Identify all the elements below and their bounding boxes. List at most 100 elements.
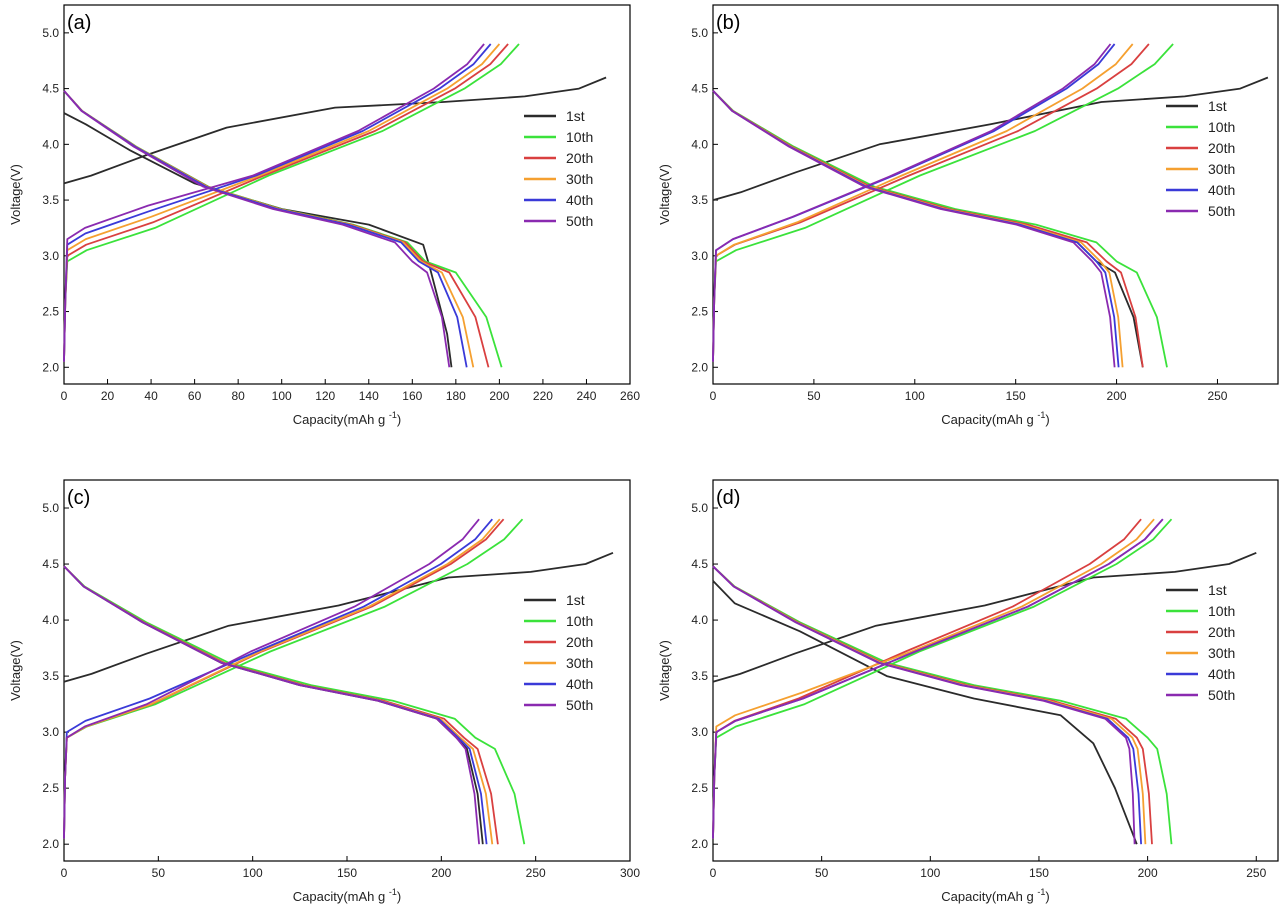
x-tick-label: 250 xyxy=(1246,866,1266,880)
series-1st-charge-line xyxy=(63,551,614,683)
legend-label-1st: 1st xyxy=(1208,582,1227,598)
y-tick-label: 4.0 xyxy=(42,613,59,627)
y-tick-label: 3.5 xyxy=(42,669,59,683)
panel-a: 0 20 40 60 80 100 120 140 160 180 200 220 240 260 2.0 2… xyxy=(8,4,640,427)
legend-label-30th: 30th xyxy=(566,655,593,671)
series-50th-charge-line xyxy=(63,43,485,362)
series-10th-discharge-line xyxy=(63,90,503,368)
series-30th-discharge-line xyxy=(63,90,475,368)
x-axis-title-main: Capacity(mAh g xyxy=(941,412,1037,427)
series-1st-discharge-line xyxy=(63,565,484,845)
x-tick-label: 50 xyxy=(152,866,166,880)
y-tick-label: 2.0 xyxy=(691,837,708,851)
x-tick-label: 140 xyxy=(359,389,379,403)
x-axis-title: Capacity(mAh g -1) xyxy=(941,410,1049,427)
series-50th-discharge-line xyxy=(63,565,480,845)
plot-frame xyxy=(63,479,631,862)
series-1st-charge-line xyxy=(63,76,607,185)
series-1st-discharge-line xyxy=(712,580,1138,845)
x-axis-title-tail: ) xyxy=(1045,889,1049,904)
series-40th-discharge-line xyxy=(63,565,488,845)
y-axis-title: Voltage(V) xyxy=(8,164,23,225)
series-20th-charge-line xyxy=(712,518,1142,839)
x-axis-title-superscript: -1 xyxy=(389,887,397,897)
x-axis-title-tail: ) xyxy=(1045,412,1049,427)
x-tick-label: 150 xyxy=(1029,866,1049,880)
panel-label: (b) xyxy=(716,12,740,34)
x-axis-title-superscript: -1 xyxy=(1037,887,1045,897)
y-tick-label: 5.0 xyxy=(42,26,59,40)
y-tick-label: 3.5 xyxy=(42,193,59,207)
x-tick-label: 250 xyxy=(1207,389,1227,403)
y-tick-label: 3.5 xyxy=(691,669,708,683)
legend-label-40th: 40th xyxy=(1208,182,1235,198)
panel-label: (d) xyxy=(716,487,740,509)
x-tick-label: 0 xyxy=(61,389,68,403)
x-tick-label: 0 xyxy=(710,866,717,880)
series-40th-discharge-line xyxy=(63,90,468,368)
y-tick-label: 4.0 xyxy=(691,137,708,151)
plot-frame xyxy=(712,4,1279,385)
x-axis-title-tail: ) xyxy=(397,412,401,427)
y-tick-label: 2.5 xyxy=(691,305,708,319)
x-axis-title: Capacity(mAh g -1) xyxy=(941,887,1049,904)
series-10th-charge-line xyxy=(712,43,1174,362)
y-tick-label: 3.5 xyxy=(691,193,708,207)
legend-label-20th: 20th xyxy=(566,150,593,166)
plot-frame xyxy=(63,4,631,385)
y-axis-title: Voltage(V) xyxy=(657,640,672,701)
legend-label-40th: 40th xyxy=(566,676,593,692)
y-axis-title: Voltage(V) xyxy=(8,640,23,701)
y-tick-label: 2.5 xyxy=(691,781,708,795)
y-tick-label: 4.5 xyxy=(42,557,59,571)
x-tick-label: 160 xyxy=(402,389,422,403)
y-tick-label: 4.5 xyxy=(691,82,708,96)
legend-label-20th: 20th xyxy=(1208,140,1235,156)
legend-label-50th: 50th xyxy=(566,213,593,229)
y-tick-label: 2.0 xyxy=(42,360,59,374)
legend-label-50th: 50th xyxy=(566,697,593,713)
x-tick-label: 200 xyxy=(1138,866,1158,880)
series-50th-charge-line xyxy=(712,43,1112,362)
series-50th-discharge-line xyxy=(712,565,1136,845)
x-tick-label: 300 xyxy=(620,866,640,880)
y-tick-label: 2.0 xyxy=(42,837,59,851)
x-tick-label: 240 xyxy=(576,389,596,403)
x-tick-label: 220 xyxy=(533,389,553,403)
x-tick-label: 150 xyxy=(337,866,357,880)
series-1st-discharge-line xyxy=(63,112,453,368)
x-tick-label: 180 xyxy=(446,389,466,403)
x-axis-title-tail: ) xyxy=(397,889,401,904)
y-tick-label: 4.5 xyxy=(691,557,708,571)
x-tick-label: 100 xyxy=(920,866,940,880)
x-tick-label: 60 xyxy=(188,389,202,403)
x-tick-label: 50 xyxy=(807,389,821,403)
x-tick-label: 80 xyxy=(231,389,245,403)
y-tick-label: 4.0 xyxy=(691,613,708,627)
y-tick-label: 5.0 xyxy=(691,501,708,515)
legend-label-1st: 1st xyxy=(566,592,585,608)
x-tick-label: 200 xyxy=(431,866,451,880)
y-tick-label: 3.0 xyxy=(691,249,708,263)
series-40th-charge-line xyxy=(712,43,1116,362)
series-1st-charge-line xyxy=(712,76,1269,201)
legend-label-20th: 20th xyxy=(566,634,593,650)
legend-label-30th: 30th xyxy=(1208,161,1235,177)
x-axis-title: Capacity(mAh g -1) xyxy=(293,410,401,427)
y-tick-label: 4.5 xyxy=(42,82,59,96)
x-tick-label: 200 xyxy=(1107,389,1127,403)
series-50th-charge-line xyxy=(63,518,480,839)
series-30th-charge-line xyxy=(712,518,1155,839)
legend-label-40th: 40th xyxy=(566,192,593,208)
panel-label: (a) xyxy=(67,12,91,34)
y-tick-label: 2.5 xyxy=(42,305,59,319)
y-tick-label: 2.5 xyxy=(42,781,59,795)
legend-label-1st: 1st xyxy=(1208,98,1227,114)
series-40th-discharge-line xyxy=(712,90,1120,368)
x-tick-label: 40 xyxy=(144,389,158,403)
series-30th-discharge-line xyxy=(712,90,1124,368)
x-tick-label: 250 xyxy=(526,866,546,880)
series-10th-charge-line xyxy=(63,518,524,839)
panel-c: 0 50 100 150 200 250 300 2.0 2.5 3.0 3.5 4.0 4.5 5.0 V… xyxy=(8,479,640,904)
